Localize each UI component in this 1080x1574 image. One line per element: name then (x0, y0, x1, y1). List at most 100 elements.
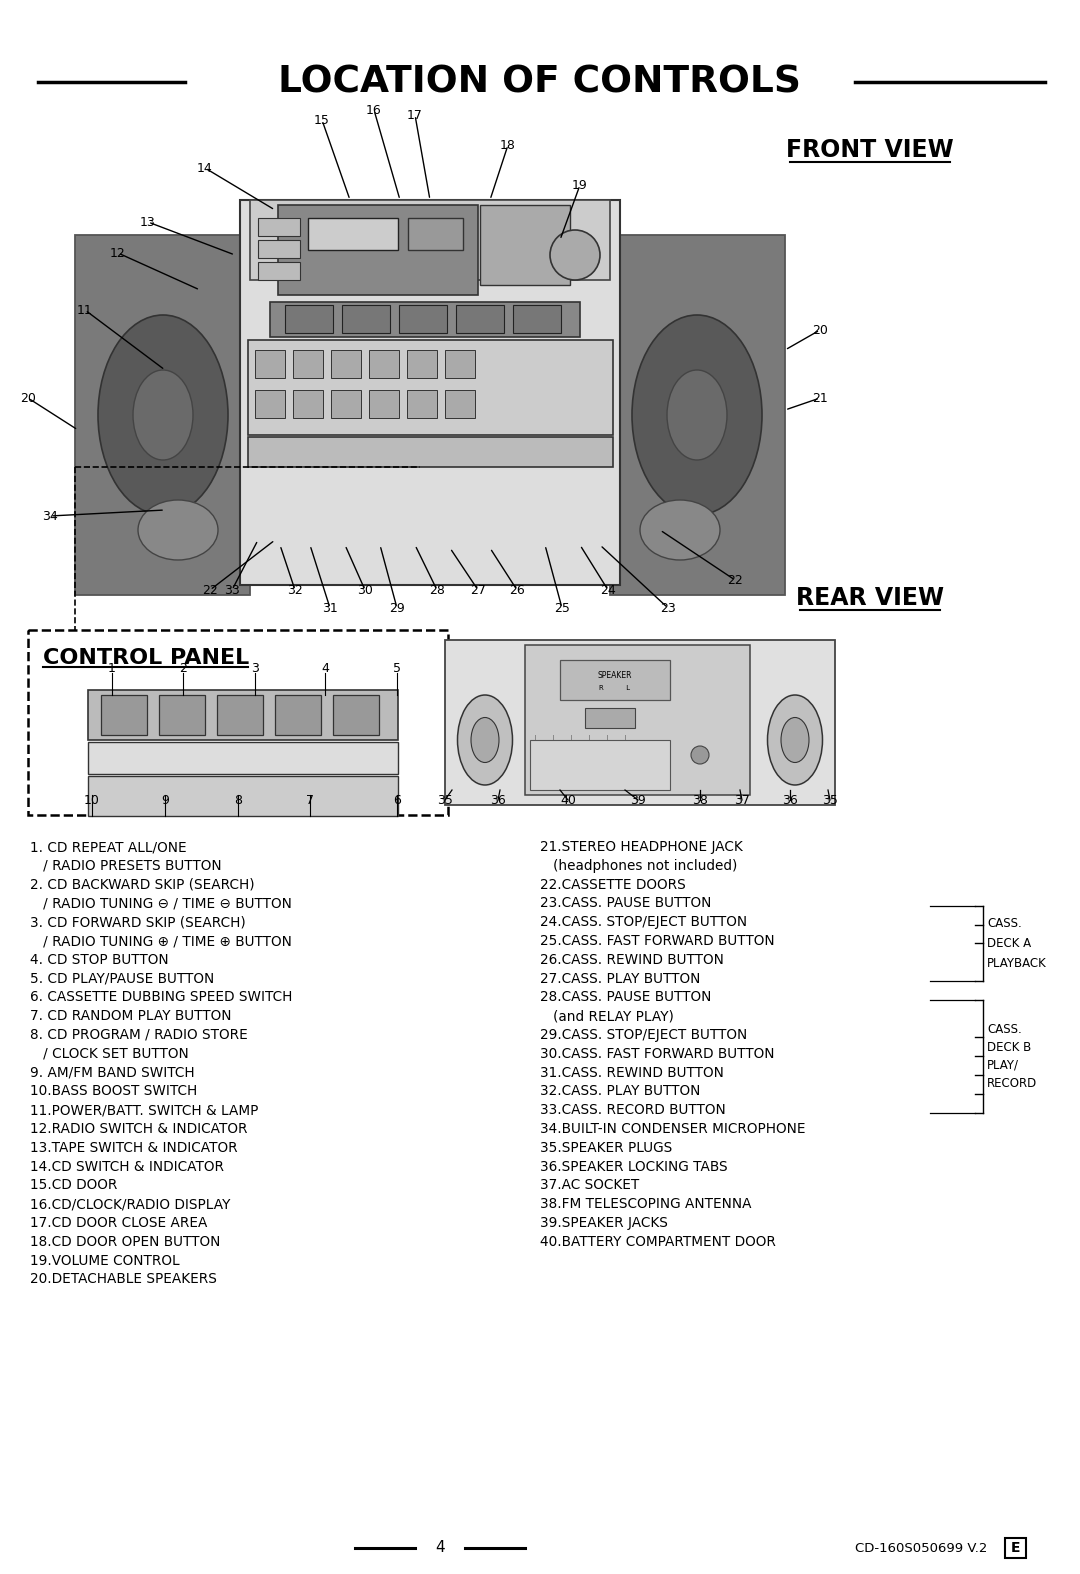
Text: 21: 21 (812, 392, 828, 405)
Bar (585, 708, 635, 729)
Bar (330, 390, 361, 419)
Bar (445, 349, 475, 378)
Text: 28: 28 (429, 584, 445, 597)
Bar (561, 660, 670, 700)
Text: 4. CD STOP BUTTON: 4. CD STOP BUTTON (30, 952, 168, 966)
Text: 31.CASS. REWIND BUTTON: 31.CASS. REWIND BUTTON (540, 1066, 724, 1080)
Ellipse shape (458, 696, 513, 785)
Bar (285, 305, 333, 334)
Text: / CLOCK SET BUTTON: / CLOCK SET BUTTON (30, 1047, 189, 1061)
Text: 13.TAPE SWITCH & INDICATOR: 13.TAPE SWITCH & INDICATOR (30, 1141, 238, 1155)
Bar (270, 302, 580, 337)
Bar (278, 205, 478, 294)
Bar (87, 776, 399, 815)
Text: (headphones not included): (headphones not included) (540, 859, 738, 874)
Text: 1: 1 (108, 661, 116, 675)
Text: 18.CD DOOR OPEN BUTTON: 18.CD DOOR OPEN BUTTON (30, 1234, 220, 1248)
Bar (333, 696, 379, 735)
Text: 21.STEREO HEADPHONE JACK: 21.STEREO HEADPHONE JACK (540, 841, 743, 855)
Text: 13: 13 (140, 216, 156, 228)
Ellipse shape (471, 718, 499, 762)
Text: 22: 22 (202, 584, 218, 597)
Text: 15.CD DOOR: 15.CD DOOR (30, 1179, 118, 1193)
Text: 22.CASSETTE DOORS: 22.CASSETTE DOORS (540, 878, 686, 891)
Bar (255, 349, 285, 378)
Text: FRONT VIEW: FRONT VIEW (786, 139, 954, 162)
Text: R          L: R L (599, 685, 631, 691)
Text: 8: 8 (234, 793, 242, 806)
Text: 30: 30 (357, 584, 373, 597)
Ellipse shape (550, 230, 600, 280)
Text: 27: 27 (470, 584, 486, 597)
Text: 27.CASS. PLAY BUTTON: 27.CASS. PLAY BUTTON (540, 971, 700, 985)
Bar (293, 390, 323, 419)
Text: 25.CASS. FAST FORWARD BUTTON: 25.CASS. FAST FORWARD BUTTON (540, 933, 774, 948)
Text: 3: 3 (251, 661, 259, 675)
Text: 33: 33 (225, 584, 240, 597)
Text: 36: 36 (490, 793, 505, 806)
Text: REAR VIEW: REAR VIEW (796, 586, 944, 611)
Text: 6. CASSETTE DUBBING SPEED SWITCH: 6. CASSETTE DUBBING SPEED SWITCH (30, 990, 293, 1004)
Text: 5. CD PLAY/PAUSE BUTTON: 5. CD PLAY/PAUSE BUTTON (30, 971, 214, 985)
Ellipse shape (138, 501, 218, 560)
Text: 29: 29 (389, 601, 405, 614)
Text: 40: 40 (561, 793, 576, 806)
Ellipse shape (640, 501, 720, 560)
Text: 26.CASS. REWIND BUTTON: 26.CASS. REWIND BUTTON (540, 952, 724, 966)
Text: 23.CASS. PAUSE BUTTON: 23.CASS. PAUSE BUTTON (540, 897, 712, 910)
Bar (102, 696, 147, 735)
Text: 39.SPEAKER JACKS: 39.SPEAKER JACKS (540, 1217, 667, 1229)
Bar (407, 349, 437, 378)
Text: 38.FM TELESCOPING ANTENNA: 38.FM TELESCOPING ANTENNA (540, 1198, 752, 1212)
Text: 34: 34 (42, 510, 58, 523)
Ellipse shape (133, 370, 193, 460)
Text: 22: 22 (727, 573, 743, 587)
Ellipse shape (768, 696, 823, 785)
Text: 16: 16 (366, 104, 382, 116)
Text: 35: 35 (822, 793, 838, 806)
Text: 31: 31 (322, 601, 338, 614)
Text: 12: 12 (110, 247, 126, 260)
Text: 5: 5 (393, 661, 401, 675)
Text: 4: 4 (321, 661, 329, 675)
Text: 2: 2 (179, 661, 187, 675)
Text: / RADIO TUNING ⊖ / TIME ⊖ BUTTON: / RADIO TUNING ⊖ / TIME ⊖ BUTTON (30, 897, 292, 910)
Bar (1005, 1538, 1026, 1558)
Text: 7. CD RANDOM PLAY BUTTON: 7. CD RANDOM PLAY BUTTON (30, 1009, 231, 1023)
Text: 17: 17 (407, 109, 423, 121)
Text: 25: 25 (554, 601, 570, 614)
Text: DECK A: DECK A (987, 937, 1031, 949)
Text: DECK B: DECK B (987, 1040, 1031, 1053)
Text: 26: 26 (509, 584, 525, 597)
Bar (445, 641, 835, 804)
Text: 36.SPEAKER LOCKING TABS: 36.SPEAKER LOCKING TABS (540, 1160, 728, 1174)
Bar (445, 390, 475, 419)
Text: 20: 20 (21, 392, 36, 405)
Text: SPEAKER: SPEAKER (597, 671, 632, 680)
Ellipse shape (632, 315, 762, 515)
Text: 14: 14 (198, 162, 213, 175)
Text: 10.BASS BOOST SWITCH: 10.BASS BOOST SWITCH (30, 1084, 198, 1099)
Text: PLAY/: PLAY/ (987, 1059, 1020, 1072)
Bar (456, 305, 504, 334)
Bar (275, 696, 321, 735)
Bar (530, 740, 670, 790)
Text: CD-160S050699 V.2: CD-160S050699 V.2 (855, 1541, 987, 1555)
Text: 6: 6 (393, 793, 401, 806)
Bar (258, 239, 300, 258)
Text: 14.CD SWITCH & INDICATOR: 14.CD SWITCH & INDICATOR (30, 1160, 224, 1174)
Text: 35: 35 (437, 793, 453, 806)
Bar (217, 696, 264, 735)
Text: 1. CD REPEAT ALL/ONE: 1. CD REPEAT ALL/ONE (30, 841, 187, 855)
Text: / RADIO TUNING ⊕ / TIME ⊕ BUTTON: / RADIO TUNING ⊕ / TIME ⊕ BUTTON (30, 933, 292, 948)
Text: 37.AC SOCKET: 37.AC SOCKET (540, 1179, 639, 1193)
Text: 2. CD BACKWARD SKIP (SEARCH): 2. CD BACKWARD SKIP (SEARCH) (30, 878, 255, 891)
Bar (249, 200, 610, 280)
Bar (159, 696, 205, 735)
Text: 11: 11 (77, 304, 93, 316)
Bar (240, 200, 620, 586)
Text: LOCATION OF CONTROLS: LOCATION OF CONTROLS (279, 65, 801, 101)
Text: 9: 9 (161, 793, 168, 806)
Text: 20.DETACHABLE SPEAKERS: 20.DETACHABLE SPEAKERS (30, 1272, 217, 1286)
Text: 10: 10 (84, 793, 100, 806)
